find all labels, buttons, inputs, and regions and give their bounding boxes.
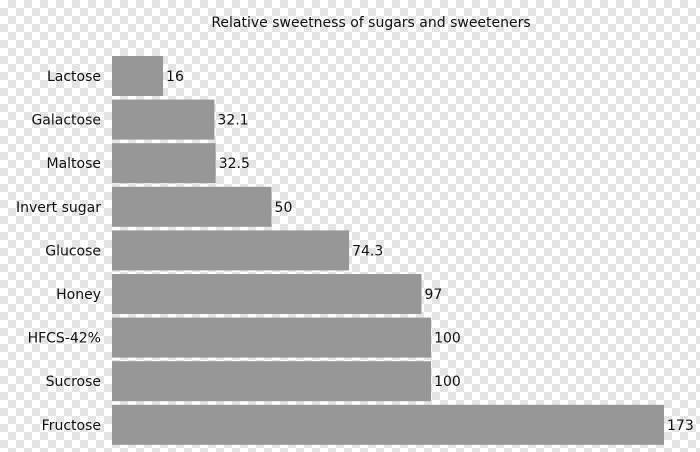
value-label-maltose: 32.5 bbox=[219, 156, 250, 172]
value-label-glucose: 74.3 bbox=[352, 243, 383, 259]
bar-fructose bbox=[112, 404, 664, 445]
category-label-lactose: Lactose bbox=[47, 69, 101, 85]
value-label-hfcs-42: 100 bbox=[434, 331, 461, 347]
bar-lactose bbox=[112, 56, 164, 96]
bar-galactose bbox=[112, 99, 215, 140]
category-label-glucose: Glucose bbox=[45, 243, 101, 259]
value-label-lactose: 16 bbox=[166, 69, 184, 85]
bar-honey bbox=[112, 274, 422, 314]
value-label-fructose: 173 bbox=[667, 418, 694, 434]
chart-title: Relative sweetness of sugars and sweeten… bbox=[211, 15, 530, 31]
bars-group bbox=[112, 56, 664, 445]
category-label-fructose: Fructose bbox=[42, 418, 101, 434]
bar-glucose bbox=[112, 230, 350, 271]
bar-hfcs-42 bbox=[112, 317, 432, 358]
value-label-invert-sugar: 50 bbox=[275, 200, 293, 216]
value-label-honey: 97 bbox=[425, 287, 443, 303]
value-labels-group: 16 32.1 32.5 50 74.3 97 100 100 173 bbox=[166, 69, 694, 434]
category-label-hfcs-42: HFCS-42% bbox=[28, 331, 101, 347]
category-label-galactose: Galactose bbox=[31, 113, 101, 129]
category-label-sucrose: Sucrose bbox=[46, 374, 101, 390]
bar-sucrose bbox=[112, 361, 432, 402]
bar-maltose bbox=[112, 143, 216, 184]
bar-invert-sugar bbox=[112, 186, 272, 227]
value-label-sucrose: 100 bbox=[434, 374, 461, 390]
category-labels-group: Lactose Galactose Maltose Invert sugar Gluco… bbox=[16, 69, 101, 434]
value-label-galactose: 32.1 bbox=[217, 113, 248, 129]
category-label-maltose: Maltose bbox=[46, 156, 101, 172]
category-label-invert-sugar: Invert sugar bbox=[16, 200, 101, 216]
category-label-honey: Honey bbox=[56, 287, 101, 303]
